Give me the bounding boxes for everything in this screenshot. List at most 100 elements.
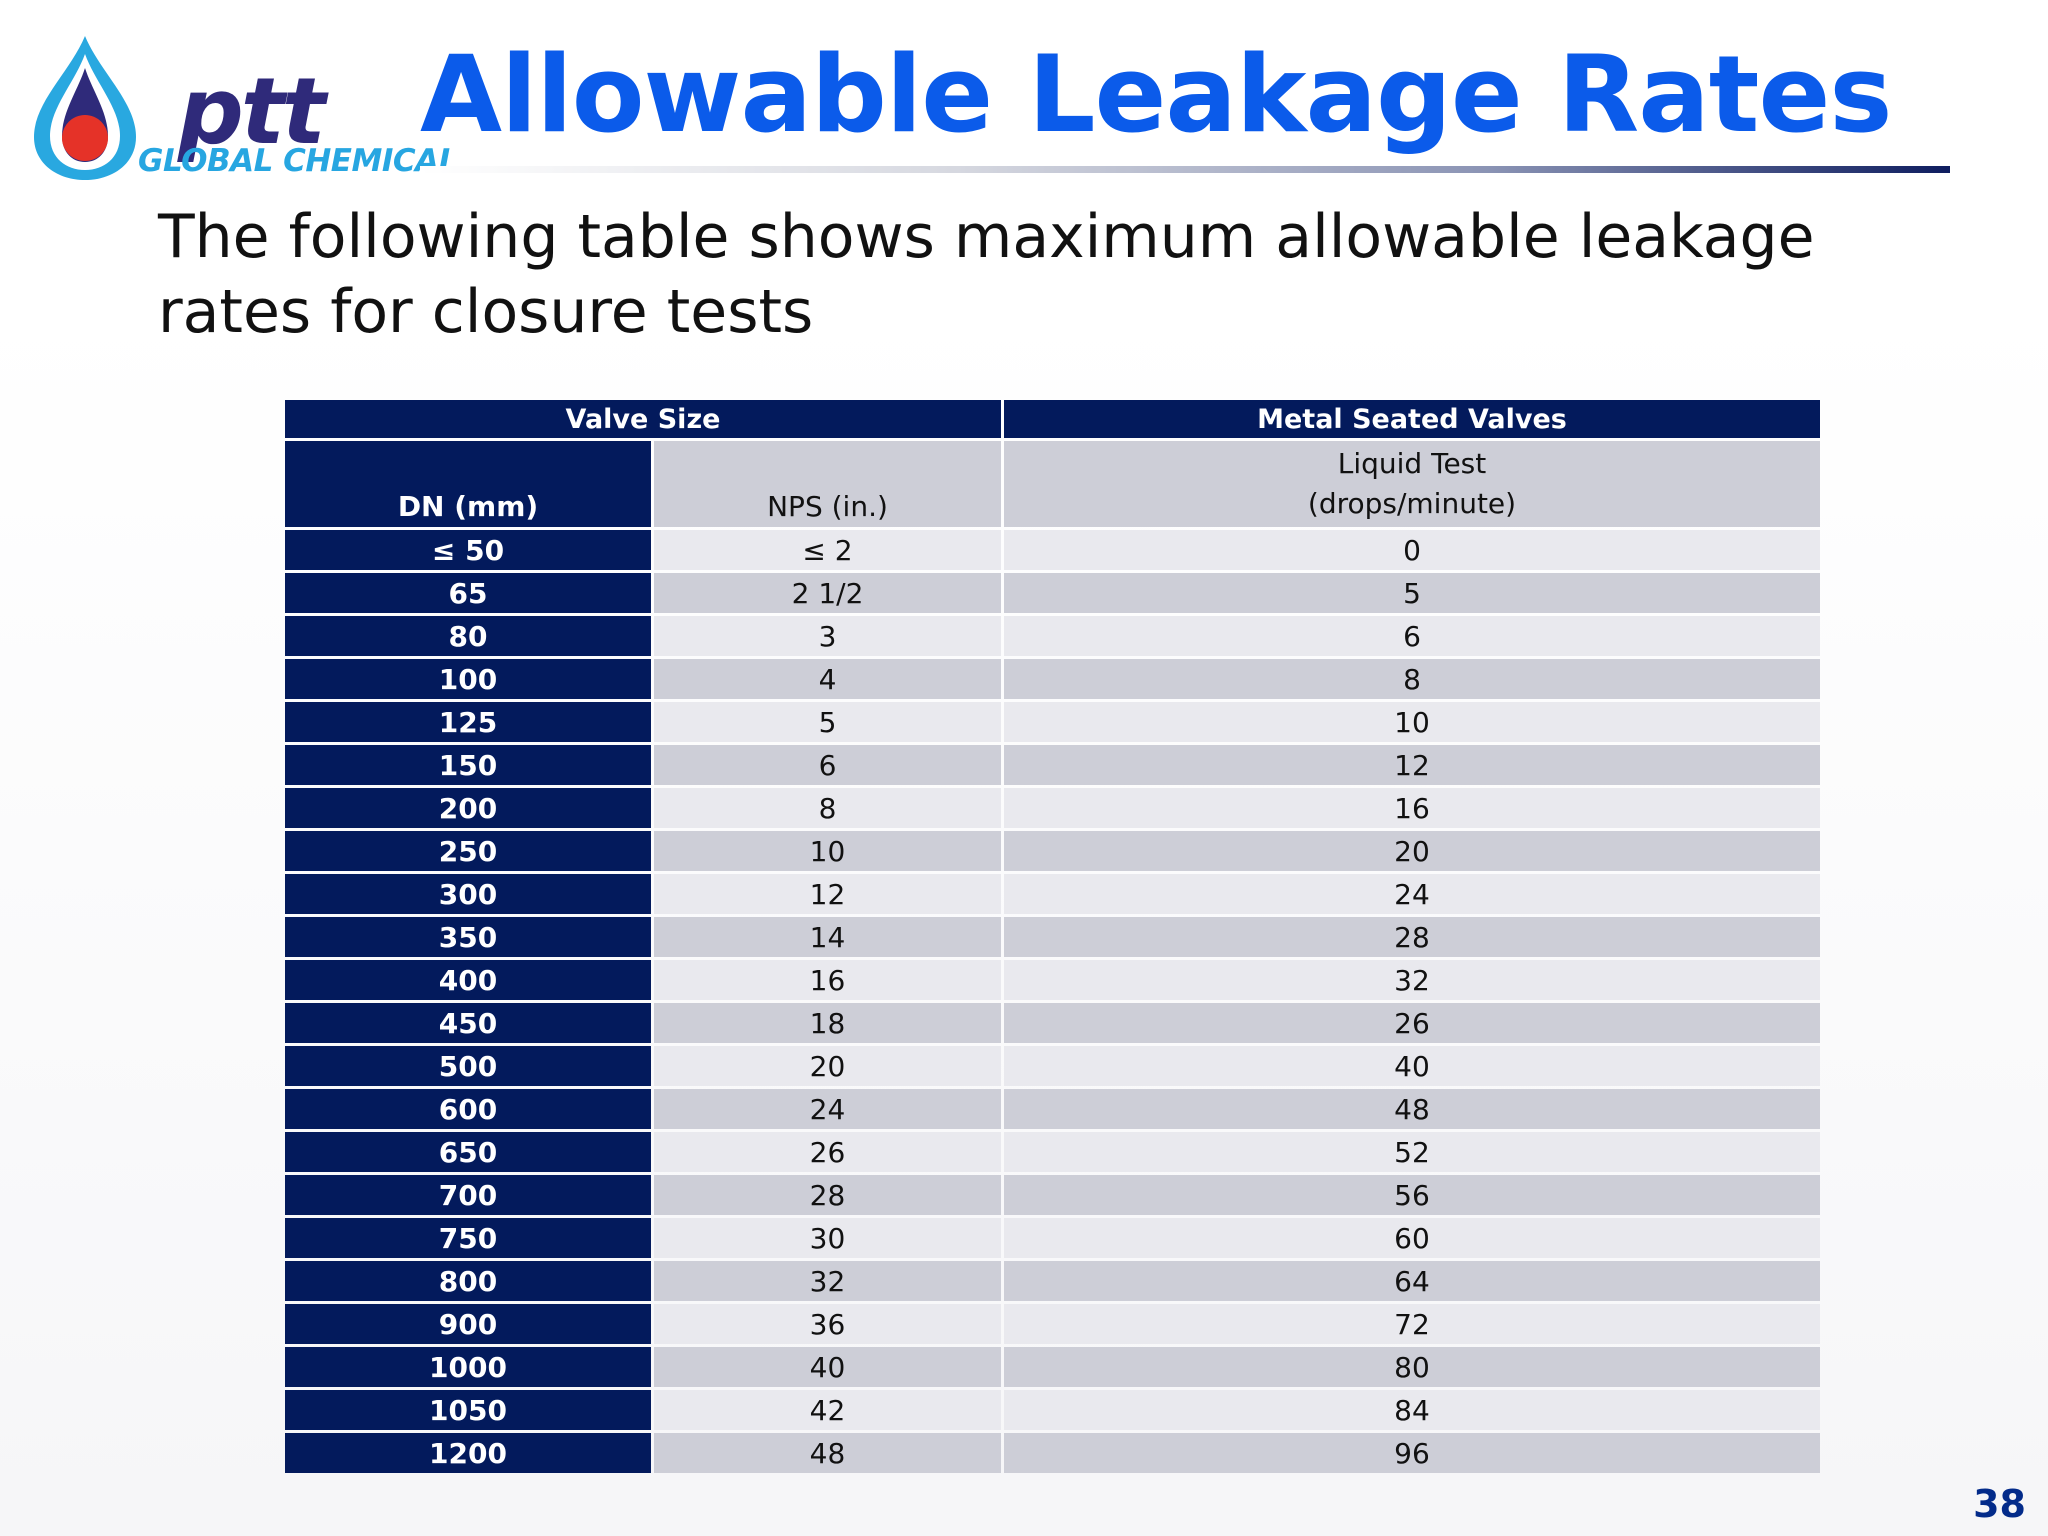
dn-cell: 900 [285, 1304, 651, 1344]
nps-cell: 36 [654, 1304, 1001, 1344]
nps-cell: 40 [654, 1347, 1001, 1387]
nps-column-header: NPS (in.) [654, 441, 1001, 527]
dn-cell: 125 [285, 702, 651, 742]
nps-cell: ≤ 2 [654, 530, 1001, 570]
nps-cell: 42 [654, 1390, 1001, 1430]
dn-cell: 650 [285, 1132, 651, 1172]
dn-cell: 1000 [285, 1347, 651, 1387]
leakage-rate-cell: 6 [1004, 616, 1820, 656]
table-row: 650 26 52 [285, 1132, 1820, 1172]
flame-drop-icon [34, 36, 136, 180]
table-row: 1000 40 80 [285, 1347, 1820, 1387]
company-logo: ptt GLOBAL CHEMICAL [30, 32, 458, 182]
leakage-rate-cell: 60 [1004, 1218, 1820, 1258]
table-row: 200 8 16 [285, 788, 1820, 828]
leakage-rate-cell: 8 [1004, 659, 1820, 699]
leakage-rate-cell: 72 [1004, 1304, 1820, 1344]
nps-cell: 18 [654, 1003, 1001, 1043]
drops-per-minute-label: (drops/minute) [1307, 487, 1517, 520]
table-row: 450 18 26 [285, 1003, 1820, 1043]
nps-cell: 16 [654, 960, 1001, 1000]
nps-cell: 6 [654, 745, 1001, 785]
dn-cell: 300 [285, 874, 651, 914]
leakage-rate-cell: 96 [1004, 1433, 1820, 1473]
nps-cell: 32 [654, 1261, 1001, 1301]
dn-column-header: DN (mm) [285, 441, 651, 527]
leakage-rate-cell: 5 [1004, 573, 1820, 613]
table-row: 600 24 48 [285, 1089, 1820, 1129]
leakage-rate-cell: 24 [1004, 874, 1820, 914]
nps-cell: 10 [654, 831, 1001, 871]
table-row: 400 16 32 [285, 960, 1820, 1000]
dn-cell: 750 [285, 1218, 651, 1258]
leakage-rate-cell: 26 [1004, 1003, 1820, 1043]
dn-cell: 150 [285, 745, 651, 785]
dn-cell: 400 [285, 960, 651, 1000]
title-underline [420, 166, 1950, 173]
dn-cell: 450 [285, 1003, 651, 1043]
table-body: ≤ 50 ≤ 2 0 65 2 1/2 5 80 3 6 100 4 8 125 5 10 150 6 12 200… [285, 530, 1820, 1473]
dn-cell: 800 [285, 1261, 651, 1301]
nps-cell: 2 1/2 [654, 573, 1001, 613]
liquid-test-label: Liquid Test [1337, 447, 1487, 480]
dn-cell: 1050 [285, 1390, 651, 1430]
nps-cell: 5 [654, 702, 1001, 742]
subtitle-text: The following table shows maximum allowa… [158, 202, 1815, 347]
dn-cell: 100 [285, 659, 651, 699]
liquid-test-column-header: Liquid Test (drops/minute) [1004, 441, 1820, 527]
table-row: 1200 48 96 [285, 1433, 1820, 1473]
table-row: 350 14 28 [285, 917, 1820, 957]
leakage-rate-cell: 48 [1004, 1089, 1820, 1129]
table-row: 900 36 72 [285, 1304, 1820, 1344]
leakage-rate-cell: 10 [1004, 702, 1820, 742]
leakage-rate-cell: 64 [1004, 1261, 1820, 1301]
leakage-rate-cell: 84 [1004, 1390, 1820, 1430]
nps-cell: 4 [654, 659, 1001, 699]
dn-cell: 65 [285, 573, 651, 613]
dn-cell: 1200 [285, 1433, 651, 1473]
metal-seated-valves-header: Metal Seated Valves [1004, 400, 1820, 438]
group-header-row: Valve Size Metal Seated Valves [285, 400, 1820, 438]
table-row: 300 12 24 [285, 874, 1820, 914]
leakage-rate-cell: 16 [1004, 788, 1820, 828]
nps-cell: 30 [654, 1218, 1001, 1258]
table-row: 500 20 40 [285, 1046, 1820, 1086]
nps-cell: 3 [654, 616, 1001, 656]
table-row: 80 3 6 [285, 616, 1820, 656]
leakage-rate-cell: 52 [1004, 1132, 1820, 1172]
leakage-rate-cell: 12 [1004, 745, 1820, 785]
leakage-rate-table: Valve Size Metal Seated Valves DN (mm) N… [282, 397, 1823, 1476]
leakage-rate-cell: 80 [1004, 1347, 1820, 1387]
valve-size-header: Valve Size [285, 400, 1001, 438]
leakage-rate-cell: 56 [1004, 1175, 1820, 1215]
dn-cell: 200 [285, 788, 651, 828]
table-row: 1050 42 84 [285, 1390, 1820, 1430]
table-row: 700 28 56 [285, 1175, 1820, 1215]
table-row: 65 2 1/2 5 [285, 573, 1820, 613]
leakage-rate-cell: 32 [1004, 960, 1820, 1000]
nps-cell: 24 [654, 1089, 1001, 1129]
nps-cell: 14 [654, 917, 1001, 957]
table-row: 800 32 64 [285, 1261, 1820, 1301]
leakage-rate-cell: 40 [1004, 1046, 1820, 1086]
table-row: 750 30 60 [285, 1218, 1820, 1258]
dn-cell: 600 [285, 1089, 651, 1129]
leakage-rate-cell: 28 [1004, 917, 1820, 957]
nps-cell: 12 [654, 874, 1001, 914]
logo-subtitle: GLOBAL CHEMICAL [138, 143, 458, 179]
dn-cell: 700 [285, 1175, 651, 1215]
dn-cell: ≤ 50 [285, 530, 651, 570]
nps-cell: 28 [654, 1175, 1001, 1215]
table-row: 125 5 10 [285, 702, 1820, 742]
nps-cell: 48 [654, 1433, 1001, 1473]
table-row: 100 4 8 [285, 659, 1820, 699]
nps-cell: 20 [654, 1046, 1001, 1086]
dn-cell: 250 [285, 831, 651, 871]
page-number: 38 [1973, 1482, 2026, 1526]
page-title: Allowable Leakage Rates [420, 33, 1892, 156]
leakage-rate-cell: 20 [1004, 831, 1820, 871]
table-row: 250 10 20 [285, 831, 1820, 871]
leakage-rate-cell: 0 [1004, 530, 1820, 570]
column-header-row: DN (mm) NPS (in.) Liquid Test (drops/min… [285, 441, 1820, 527]
